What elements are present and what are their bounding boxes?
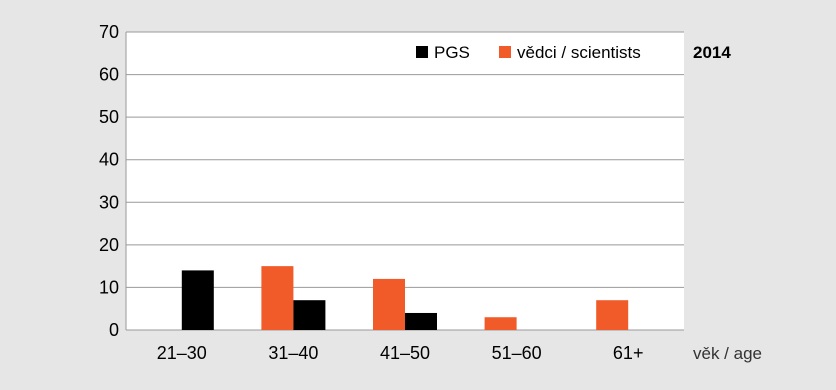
y-tick-label: 50 (99, 107, 119, 127)
y-tick-label: 10 (99, 277, 119, 297)
bar-scientists-4 (596, 300, 629, 330)
y-axis-ticks: 0 10 20 30 40 50 60 70 (99, 22, 119, 340)
bar-pgs-2 (405, 312, 437, 330)
x-tick-label: 31–40 (268, 343, 318, 363)
bars (181, 266, 629, 330)
y-tick-label: 20 (99, 235, 119, 255)
legend: PGS vědci / scientists (416, 43, 641, 62)
chart-title: 2014 (693, 43, 731, 62)
y-tick-label: 60 (99, 65, 119, 85)
x-tick-label: 41–50 (380, 343, 430, 363)
x-tick-label: 61+ (613, 343, 644, 363)
x-tick-label: 51–60 (492, 343, 542, 363)
legend-swatch (499, 46, 511, 58)
y-tick-label: 40 (99, 150, 119, 170)
bar-scientists-1 (261, 266, 294, 330)
legend-swatch (416, 46, 428, 58)
y-tick-label: 70 (99, 22, 119, 42)
bar-scientists-3 (484, 317, 517, 330)
x-axis-ticks: 21–30 31–40 41–50 51–60 61+ (157, 343, 644, 363)
x-tick-label: 21–30 (157, 343, 207, 363)
legend-label: PGS (434, 43, 470, 62)
x-axis-label: věk / age (693, 344, 762, 363)
bar-scientists-2 (373, 278, 405, 330)
bar-pgs-1 (293, 300, 326, 330)
y-tick-label: 30 (99, 192, 119, 212)
legend-label: vědci / scientists (517, 43, 641, 62)
bar-pgs-0 (181, 270, 214, 330)
y-tick-label: 0 (109, 320, 119, 340)
